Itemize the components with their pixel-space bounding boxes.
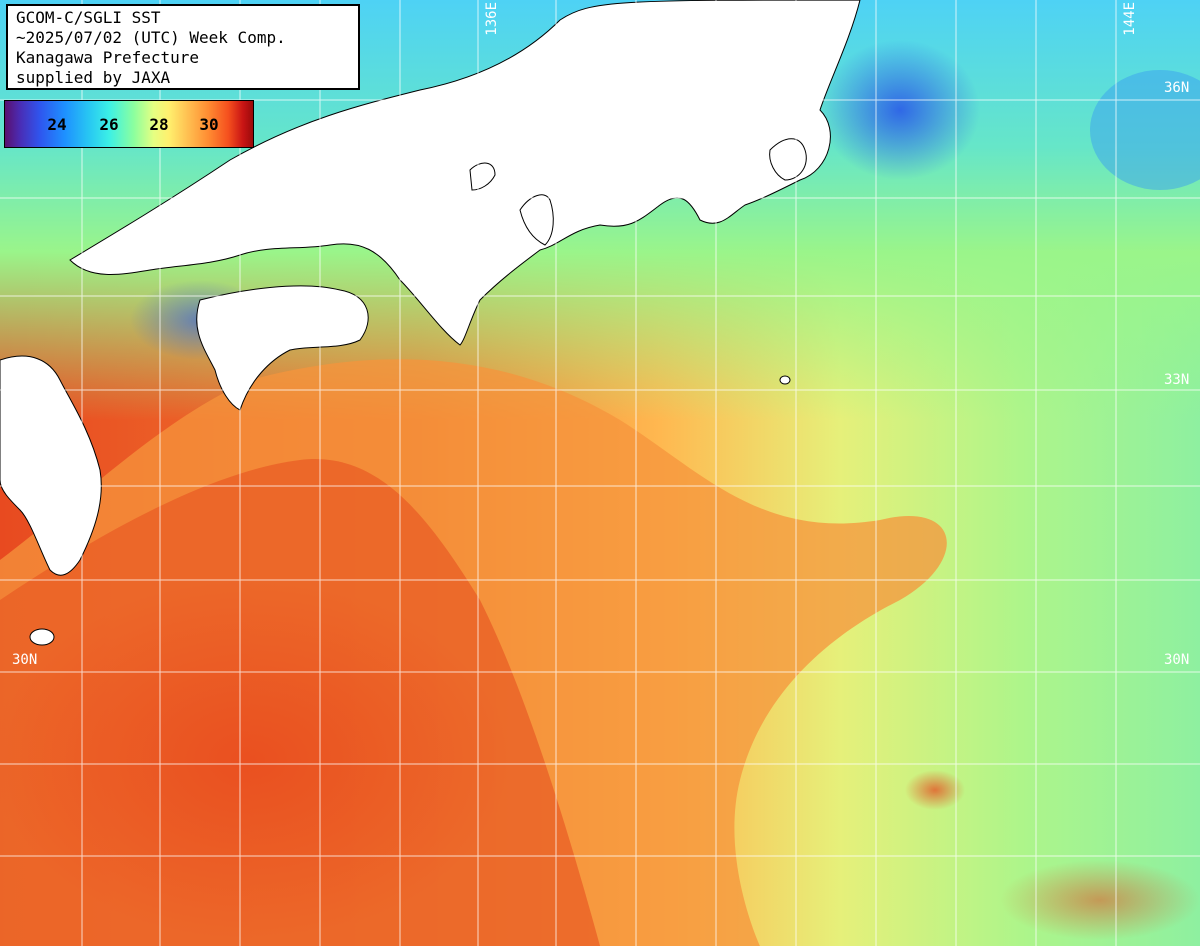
color-scale-legend: 24 26 28 30: [4, 100, 254, 148]
legend-tick-30: 30: [199, 115, 219, 134]
title-line-1: GCOM-C/SGLI SST: [16, 8, 161, 27]
warm-patch-southwest: [0, 580, 510, 940]
honshu: [69, 0, 861, 346]
noto-peninsula: [469, 162, 496, 191]
lat-label-30n-right: 30N: [1164, 652, 1190, 668]
cold-patch-boso: [820, 40, 980, 180]
lat-label-36n: 36N: [1164, 80, 1190, 96]
oshima: [779, 375, 791, 385]
legend-tick-28: 28: [149, 115, 169, 134]
tanegashima: [29, 628, 55, 646]
legend-tick-26: 26: [99, 115, 119, 134]
title-box: GCOM-C/SGLI SST ~2025/07/02 (UTC) Week C…: [6, 4, 360, 90]
warm-patch-e: [905, 770, 965, 810]
title-line-2: ~2025/07/02 (UTC) Week Comp.: [16, 28, 286, 47]
lon-label-144e: 144E: [1122, 2, 1138, 36]
lat-label-30n-left: 30N: [12, 652, 38, 668]
title-line-4: supplied by JAXA: [16, 68, 171, 87]
warm-patch-se: [1000, 860, 1200, 940]
lon-label-136e: 136E: [484, 2, 500, 36]
boso-peninsula: [769, 138, 807, 181]
title-line-3: Kanagawa Prefecture: [16, 48, 200, 67]
lat-label-33n: 33N: [1164, 372, 1190, 388]
izu-peninsula: [519, 194, 554, 246]
lat-label-33-left: 33: [10, 372, 27, 388]
legend-tick-24: 24: [47, 115, 67, 134]
